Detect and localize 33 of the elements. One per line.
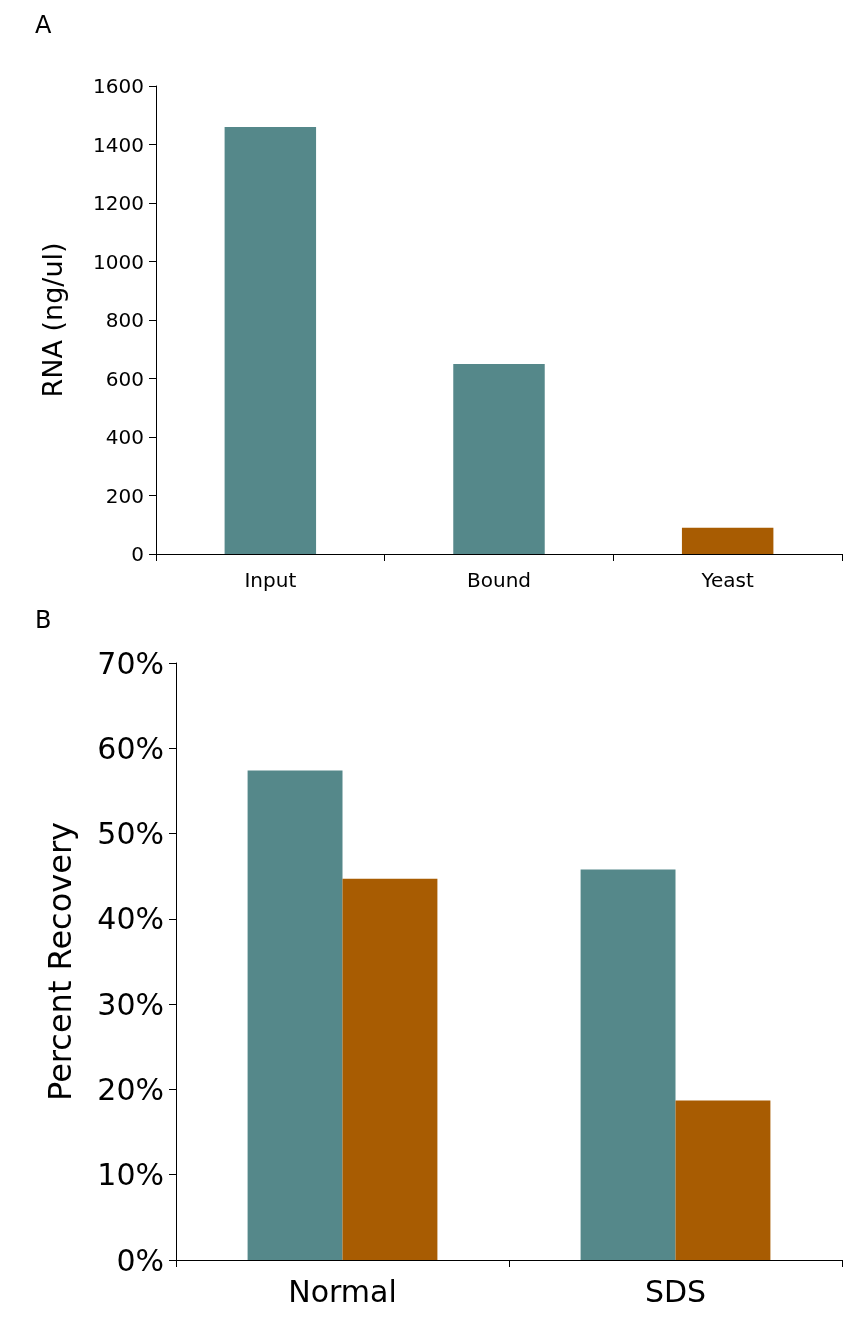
bar xyxy=(247,770,343,1260)
y-tick-label: 1600 xyxy=(93,74,144,98)
y-tick-label: 0 xyxy=(131,542,144,566)
chart-title: B xyxy=(35,606,52,634)
y-tick-label: 20% xyxy=(97,1071,164,1107)
x-tick-label: Bound xyxy=(466,568,532,592)
bar xyxy=(224,126,317,554)
bar xyxy=(342,878,438,1260)
y-tick-label: 800 xyxy=(105,308,144,332)
y-tick-label: 1400 xyxy=(93,132,144,157)
y-tick-label: 200 xyxy=(105,483,144,508)
bar xyxy=(681,527,774,554)
y-tick-label: 30% xyxy=(97,986,164,1022)
x-tick-label: SDS xyxy=(644,1273,707,1309)
y-tick-label: 1200 xyxy=(93,191,144,215)
bar xyxy=(580,869,676,1260)
bar xyxy=(675,1100,771,1260)
y-tick-label: 600 xyxy=(105,366,144,391)
x-tick-label: Normal xyxy=(288,1273,397,1309)
chart-title: A xyxy=(35,11,52,39)
y-axis-title: RNA (ng/ul) xyxy=(37,242,68,398)
bar xyxy=(453,363,545,554)
y-tick-label: 1000 xyxy=(93,249,144,274)
y-tick-label: 0% xyxy=(116,1242,164,1278)
y-tick-label: 10% xyxy=(97,1157,164,1193)
y-tick-label: 50% xyxy=(97,816,164,852)
x-tick-label: Input xyxy=(244,568,297,592)
y-tick-label: 40% xyxy=(97,901,164,937)
y-tick-label: 60% xyxy=(97,730,164,766)
x-tick-label: Yeast xyxy=(700,568,755,592)
y-axis-title: Percent Recovery xyxy=(41,822,79,1101)
y-tick-label: 400 xyxy=(105,425,144,449)
y-tick-label: 70% xyxy=(97,645,164,681)
